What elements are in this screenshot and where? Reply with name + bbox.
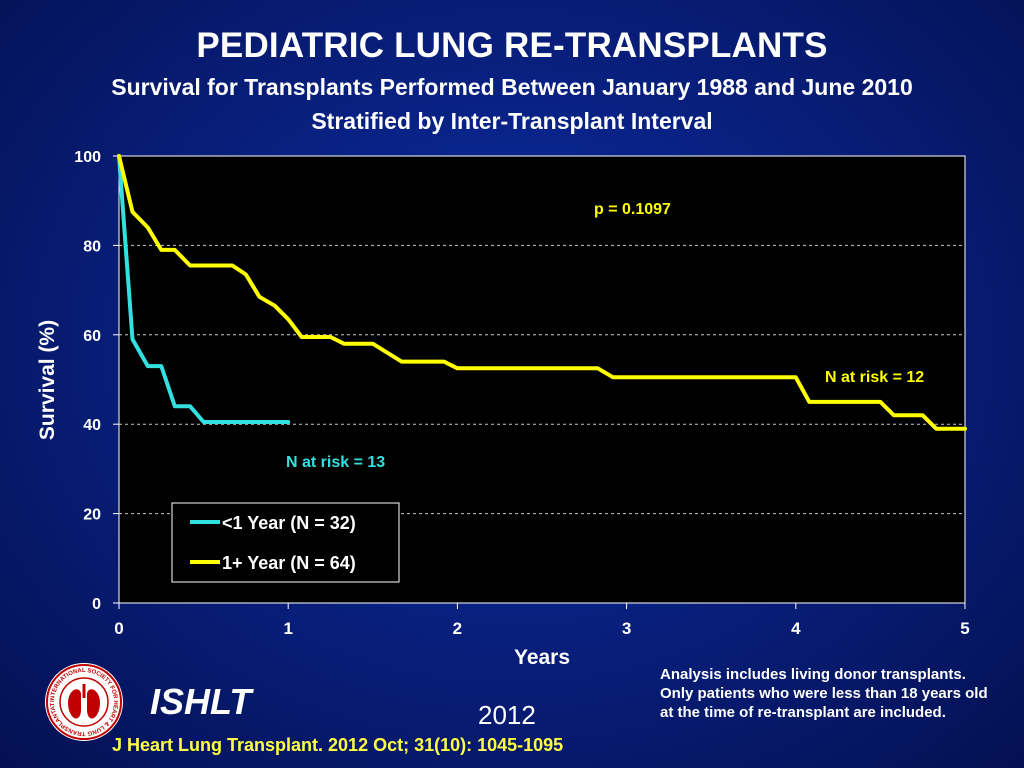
axes: 0 20 40 60 80 100 0 1 2 3 4 5 [74,149,969,638]
legend-box [171,502,400,583]
series-lines [117,154,967,431]
y-tick-label-80: 80 [83,238,101,255]
ishlt-logo: INTERNATIONAL SOCIETY FOR HEART & LUNG T… [44,662,123,741]
x-tick-label-4: 4 [791,619,801,638]
analysis-note: Analysis includes living donor transplan… [660,666,988,721]
legend: <1 Year (N = 32) 1+ Year (N = 64) [171,502,400,583]
legend-label-lt1: <1 Year (N = 32) [222,513,356,533]
p-value-annotation: p = 0.1097 [594,201,671,218]
y-tick-label-0: 0 [92,596,101,613]
risk-label-lt1: N at risk = 13 [286,454,385,471]
x-tick-label-5: 5 [960,619,969,638]
legend-label-1plus: 1+ Year (N = 64) [222,553,356,573]
series-line-1plus-year [117,154,967,431]
x-tick-label-3: 3 [622,619,631,638]
report-year: 2012 [478,700,536,730]
x-tick-label-1: 1 [283,619,292,638]
citation: J Heart Lung Transplant. 2012 Oct; 31(10… [112,735,564,755]
x-tick-label-2: 2 [453,619,462,638]
chart-subtitle-line2: Stratified by Inter-Transplant Interval [311,108,713,134]
chart-subtitle-line1: Survival for Transplants Performed Betwe… [111,74,913,100]
series-line-lt1-year [117,154,291,424]
y-tick-label-40: 40 [83,417,101,434]
org-name: ISHLT [150,681,252,722]
y-axis-label: Survival (%) [36,319,59,441]
y-tick-label-100: 100 [74,149,101,166]
y-tick-label-60: 60 [83,328,101,345]
x-tick-label-0: 0 [114,619,123,638]
x-axis-label: Years [513,646,571,669]
risk-label-1plus: N at risk = 12 [825,369,924,386]
page-title: PEDIATRIC LUNG RE-TRANSPLANTS [196,26,828,65]
y-tick-label-20: 20 [83,507,101,524]
